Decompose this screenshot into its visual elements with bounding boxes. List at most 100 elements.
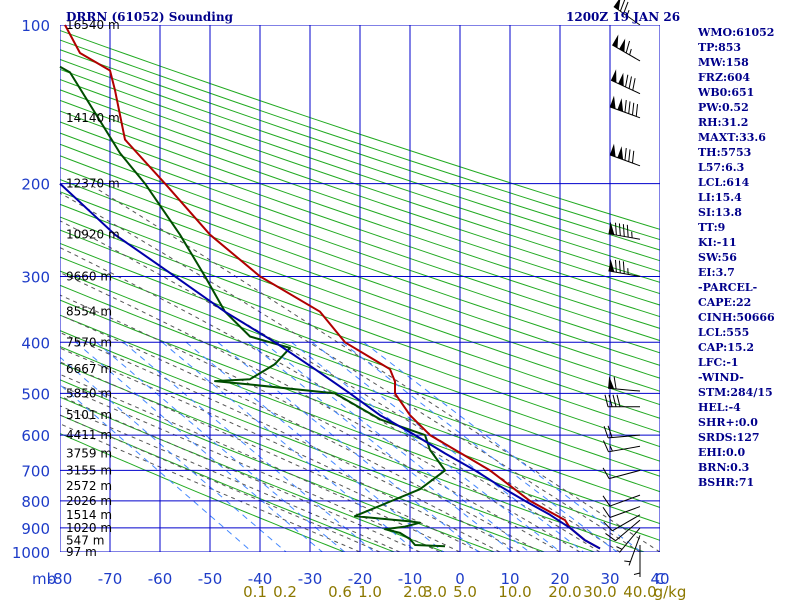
mixing-ratio-label: 30.0 (583, 583, 616, 600)
mixing-ratio-line (248, 341, 513, 552)
dry-adiabat (60, 216, 660, 433)
valid-time: 1200Z 19 JAN 26 (566, 10, 681, 24)
temperature-tick-label: -50 (198, 570, 223, 588)
mixing-ratio-label: 1.0 (358, 583, 382, 600)
moist-adiabat (60, 385, 441, 552)
dry-adiabat (60, 132, 660, 342)
wind-barb (633, 545, 641, 578)
wind-barb (602, 467, 641, 480)
wind-barb-pennant (609, 143, 616, 157)
wind-barb-pennant (618, 72, 624, 87)
index-item: L57:6.3 (698, 161, 745, 174)
wind-barb-pennant (612, 34, 619, 48)
wind-barb-flag (624, 99, 627, 113)
index-item: WB0:651 (698, 86, 755, 99)
index-item: CINH:50666 (698, 311, 775, 324)
dry-adiabat (60, 432, 345, 552)
wind-barb-half-flag (629, 48, 632, 56)
index-item: FRZ:604 (698, 71, 751, 84)
mixing-ratio-label: g/kg (654, 583, 687, 600)
pressure-unit-label: mb (32, 570, 56, 588)
moist-adiabat (88, 183, 660, 552)
wind-barbs (602, 0, 641, 578)
height-label: 547 m (66, 533, 104, 547)
wind-barb-staff (612, 44, 641, 62)
dry-adiabat (60, 58, 660, 262)
dry-adiabat (60, 49, 660, 251)
wind-barb-pennant (619, 38, 626, 52)
wind-barb (608, 376, 641, 392)
wind-barb-pennant (611, 69, 617, 83)
dry-adiabat (60, 414, 395, 552)
mixing-ratio-label: 10.0 (498, 583, 531, 600)
wind-barb-staff (612, 514, 641, 532)
dry-adiabat (60, 39, 660, 241)
index-item: LCL:555 (698, 326, 750, 339)
wind-barb-pennant (608, 259, 615, 272)
moist-adiabat (60, 405, 401, 552)
wind-barb-flag (603, 521, 613, 532)
wind-barb-staff (619, 527, 641, 553)
mixing-ratio-line (341, 341, 618, 552)
index-item: SW:56 (698, 251, 737, 264)
mixing-ratio-label: 5.0 (453, 583, 477, 600)
wind-barb-half-flag (616, 546, 623, 550)
pressure-tick-label: 100 (21, 17, 50, 35)
wind-barb (602, 506, 641, 518)
dry-adiabat (60, 78, 660, 283)
mixing-ratio-label: 0.2 (273, 583, 297, 600)
wind-barb-flag (605, 533, 616, 542)
moist-adiabat (60, 361, 481, 552)
wind-barb (613, 0, 641, 26)
wind-barb-pennant (617, 98, 624, 112)
index-item: LI:15.4 (698, 191, 742, 204)
wind-barb-flag (608, 394, 613, 407)
mixing-ratio-line (122, 341, 375, 552)
wind-barb-flag (619, 0, 626, 12)
wind-barb (602, 494, 641, 507)
height-label: 10920 m (66, 228, 120, 242)
mixing-ratio-label: 0.1 (243, 583, 267, 600)
wind-barb-staff (608, 270, 641, 277)
wind-barb-pennant (609, 95, 616, 109)
temperature-profile (64, 24, 601, 550)
wind-barb (624, 535, 641, 566)
dry-adiabat (60, 242, 660, 462)
index-item: BRN:0.3 (698, 461, 750, 474)
mixing-ratio-line (217, 341, 479, 552)
height-labels: 16540 m 14140 m 12370 m 10920 m 9660 m 8554 m… (66, 18, 120, 559)
height-label: 5850 m (66, 386, 112, 400)
wind-barb-flag (631, 150, 635, 164)
index-item: EHI:0.0 (698, 446, 746, 459)
grid-lines (60, 25, 660, 552)
dry-adiabat (60, 345, 595, 552)
height-label: 12370 m (66, 177, 120, 191)
index-item: WMO:61052 (698, 26, 775, 39)
temperature-tick-label: 0 (455, 570, 465, 588)
wind-barb (602, 440, 641, 453)
wind-barb-half-flag (626, 9, 630, 17)
index-item: MW:158 (698, 56, 749, 69)
sounding-profiles (59, 24, 601, 550)
height-label: 16540 m (66, 18, 120, 32)
dry-adiabat (60, 270, 660, 493)
pressure-tick-label: 600 (21, 427, 50, 445)
moist-adiabat (60, 423, 361, 552)
wind-barb-pennant (617, 146, 624, 160)
dry-adiabat (60, 68, 660, 273)
pressure-tick-label: 300 (21, 268, 50, 286)
height-label: 14140 m (66, 111, 120, 125)
index-item: LCL:614 (698, 176, 750, 189)
temperature-tick-label: 20 (550, 570, 569, 588)
moist-adiabat (60, 395, 421, 552)
dry-adiabat (60, 299, 660, 525)
wind-barb-flag (602, 440, 609, 453)
wind-barb-flag (602, 506, 611, 518)
dry-adiabat (60, 191, 660, 406)
dry-adiabat (60, 396, 445, 552)
pressure-tick-label: 900 (21, 520, 50, 538)
dry-adiabat (60, 99, 660, 306)
pressure-tick-label: 700 (21, 462, 50, 480)
wind-barb-flag (612, 394, 617, 407)
height-label: 8554 m (66, 305, 112, 319)
